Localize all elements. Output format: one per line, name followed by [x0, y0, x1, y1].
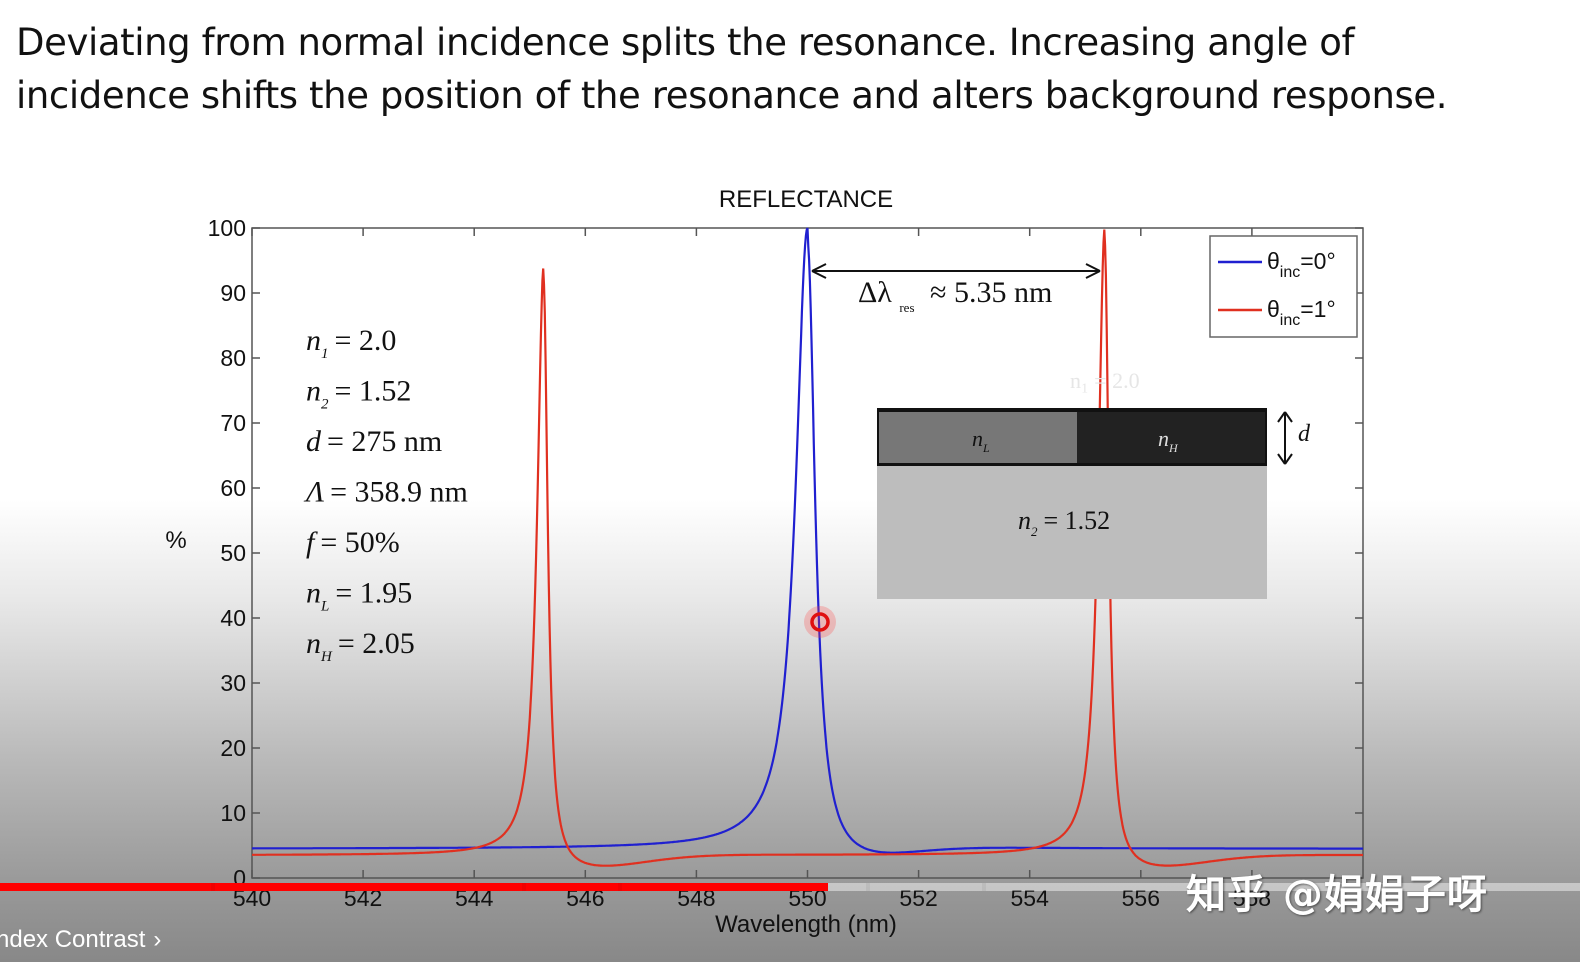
series-line-0 — [252, 227, 1363, 854]
chapter-divider — [866, 883, 870, 891]
chapter-divider — [618, 883, 622, 891]
grating-inset: n₁ = 2.0 nL nH n2 = 1.52 d — [877, 368, 1311, 599]
y-tick-label: 60 — [220, 475, 246, 501]
y-tick-label: 90 — [220, 280, 246, 306]
y-tick-label: 40 — [220, 605, 246, 631]
cursor-marker — [804, 606, 836, 638]
chapter-divider — [982, 883, 986, 891]
layer-L-symbol: n — [972, 426, 983, 451]
y-tick-label: 50 — [220, 540, 246, 566]
delta-lambda-annotation: Δλ res ≈ 5.35 nm — [811, 263, 1101, 319]
parameter-item: n2 = 1.52 — [306, 375, 411, 413]
y-axis-label: % — [165, 527, 186, 554]
thickness-arrow — [1277, 411, 1293, 465]
thickness-label: d — [1298, 421, 1311, 447]
chart-legend: θinc=0° θinc=1° — [1209, 235, 1358, 338]
chapter-title[interactable]: ndex Contrast › — [0, 926, 161, 954]
layer-H-sub: H — [1168, 441, 1179, 455]
grating-low-index — [879, 412, 1077, 463]
x-tick-label: 558 — [1233, 885, 1271, 911]
y-tick-label: 70 — [220, 410, 246, 436]
chevron-right-icon: › — [153, 926, 162, 953]
parameter-item: d = 275 nm — [306, 425, 442, 458]
slide-caption: Deviating from normal incidence splits t… — [16, 16, 1556, 122]
parameter-item: nH = 2.05 — [306, 627, 415, 665]
x-tick-label: 554 — [1011, 885, 1050, 911]
svg-text:n2= 1.52: n2 = 1.52 — [1018, 506, 1110, 539]
y-tick-label: 100 — [208, 215, 246, 241]
svg-text:nH: nH — [1158, 426, 1179, 455]
y-tick-label: 20 — [220, 735, 246, 761]
parameter-item: n1 = 2.0 — [306, 324, 396, 362]
legend-label: θinc=1° — [1267, 296, 1336, 329]
progress-played — [0, 883, 828, 891]
caption-line-2: incidence shifts the position of the res… — [16, 74, 1448, 117]
delta-symbol: Δλ — [858, 276, 892, 309]
caption-line-1: Deviating from normal incidence splits t… — [16, 21, 1355, 64]
delta-value: ≈ 5.35 nm — [930, 276, 1052, 309]
y-tick-label: 80 — [220, 345, 246, 371]
legend-label: θinc=0° — [1267, 248, 1336, 281]
parameter-item: f = 50% — [306, 526, 400, 559]
y-tick-label: 10 — [220, 800, 246, 826]
chapter-title-text: ndex Contrast — [0, 926, 146, 953]
x-axis-label: Wavelength (nm) — [715, 911, 897, 938]
layer-L-sub: L — [982, 441, 990, 455]
y-tick-label: 30 — [220, 670, 246, 696]
x-tick-label: 556 — [1122, 885, 1160, 911]
x-tick-label: 552 — [899, 885, 937, 911]
parameter-list: n1 = 2.0 n2 = 1.52 d = 275 nm Λ = 358.9 nm f = 50… — [303, 324, 468, 665]
parameter-item: Λ = 358.9 nm — [303, 476, 468, 509]
svg-text:nL: nL — [972, 426, 990, 455]
legend-box — [1209, 235, 1358, 338]
substrate-value: = 1.52 — [1044, 506, 1111, 535]
parameter-item: nL = 1.95 — [306, 577, 412, 615]
layer-H-symbol: n — [1158, 426, 1169, 451]
delta-sub: res — [899, 300, 914, 315]
inset-faded-label: n₁ = 2.0 — [1070, 368, 1140, 393]
svg-text:Δλ res ≈ 5.35 nm: Δλ res ≈ 5.35 nm — [858, 276, 1052, 319]
watermark: 知乎 @娟娟子呀 — [1186, 872, 1488, 918]
substrate-sub: 2 — [1031, 524, 1038, 539]
chart-series — [252, 227, 1363, 867]
substrate-block — [877, 466, 1267, 599]
substrate-symbol: n — [1018, 506, 1031, 535]
chart-title: REFLECTANCE — [719, 186, 893, 213]
series-line-1 — [252, 229, 1363, 867]
chapter-divider — [211, 883, 215, 891]
grating-high-index — [1077, 412, 1265, 463]
chapter-divider — [522, 883, 526, 891]
